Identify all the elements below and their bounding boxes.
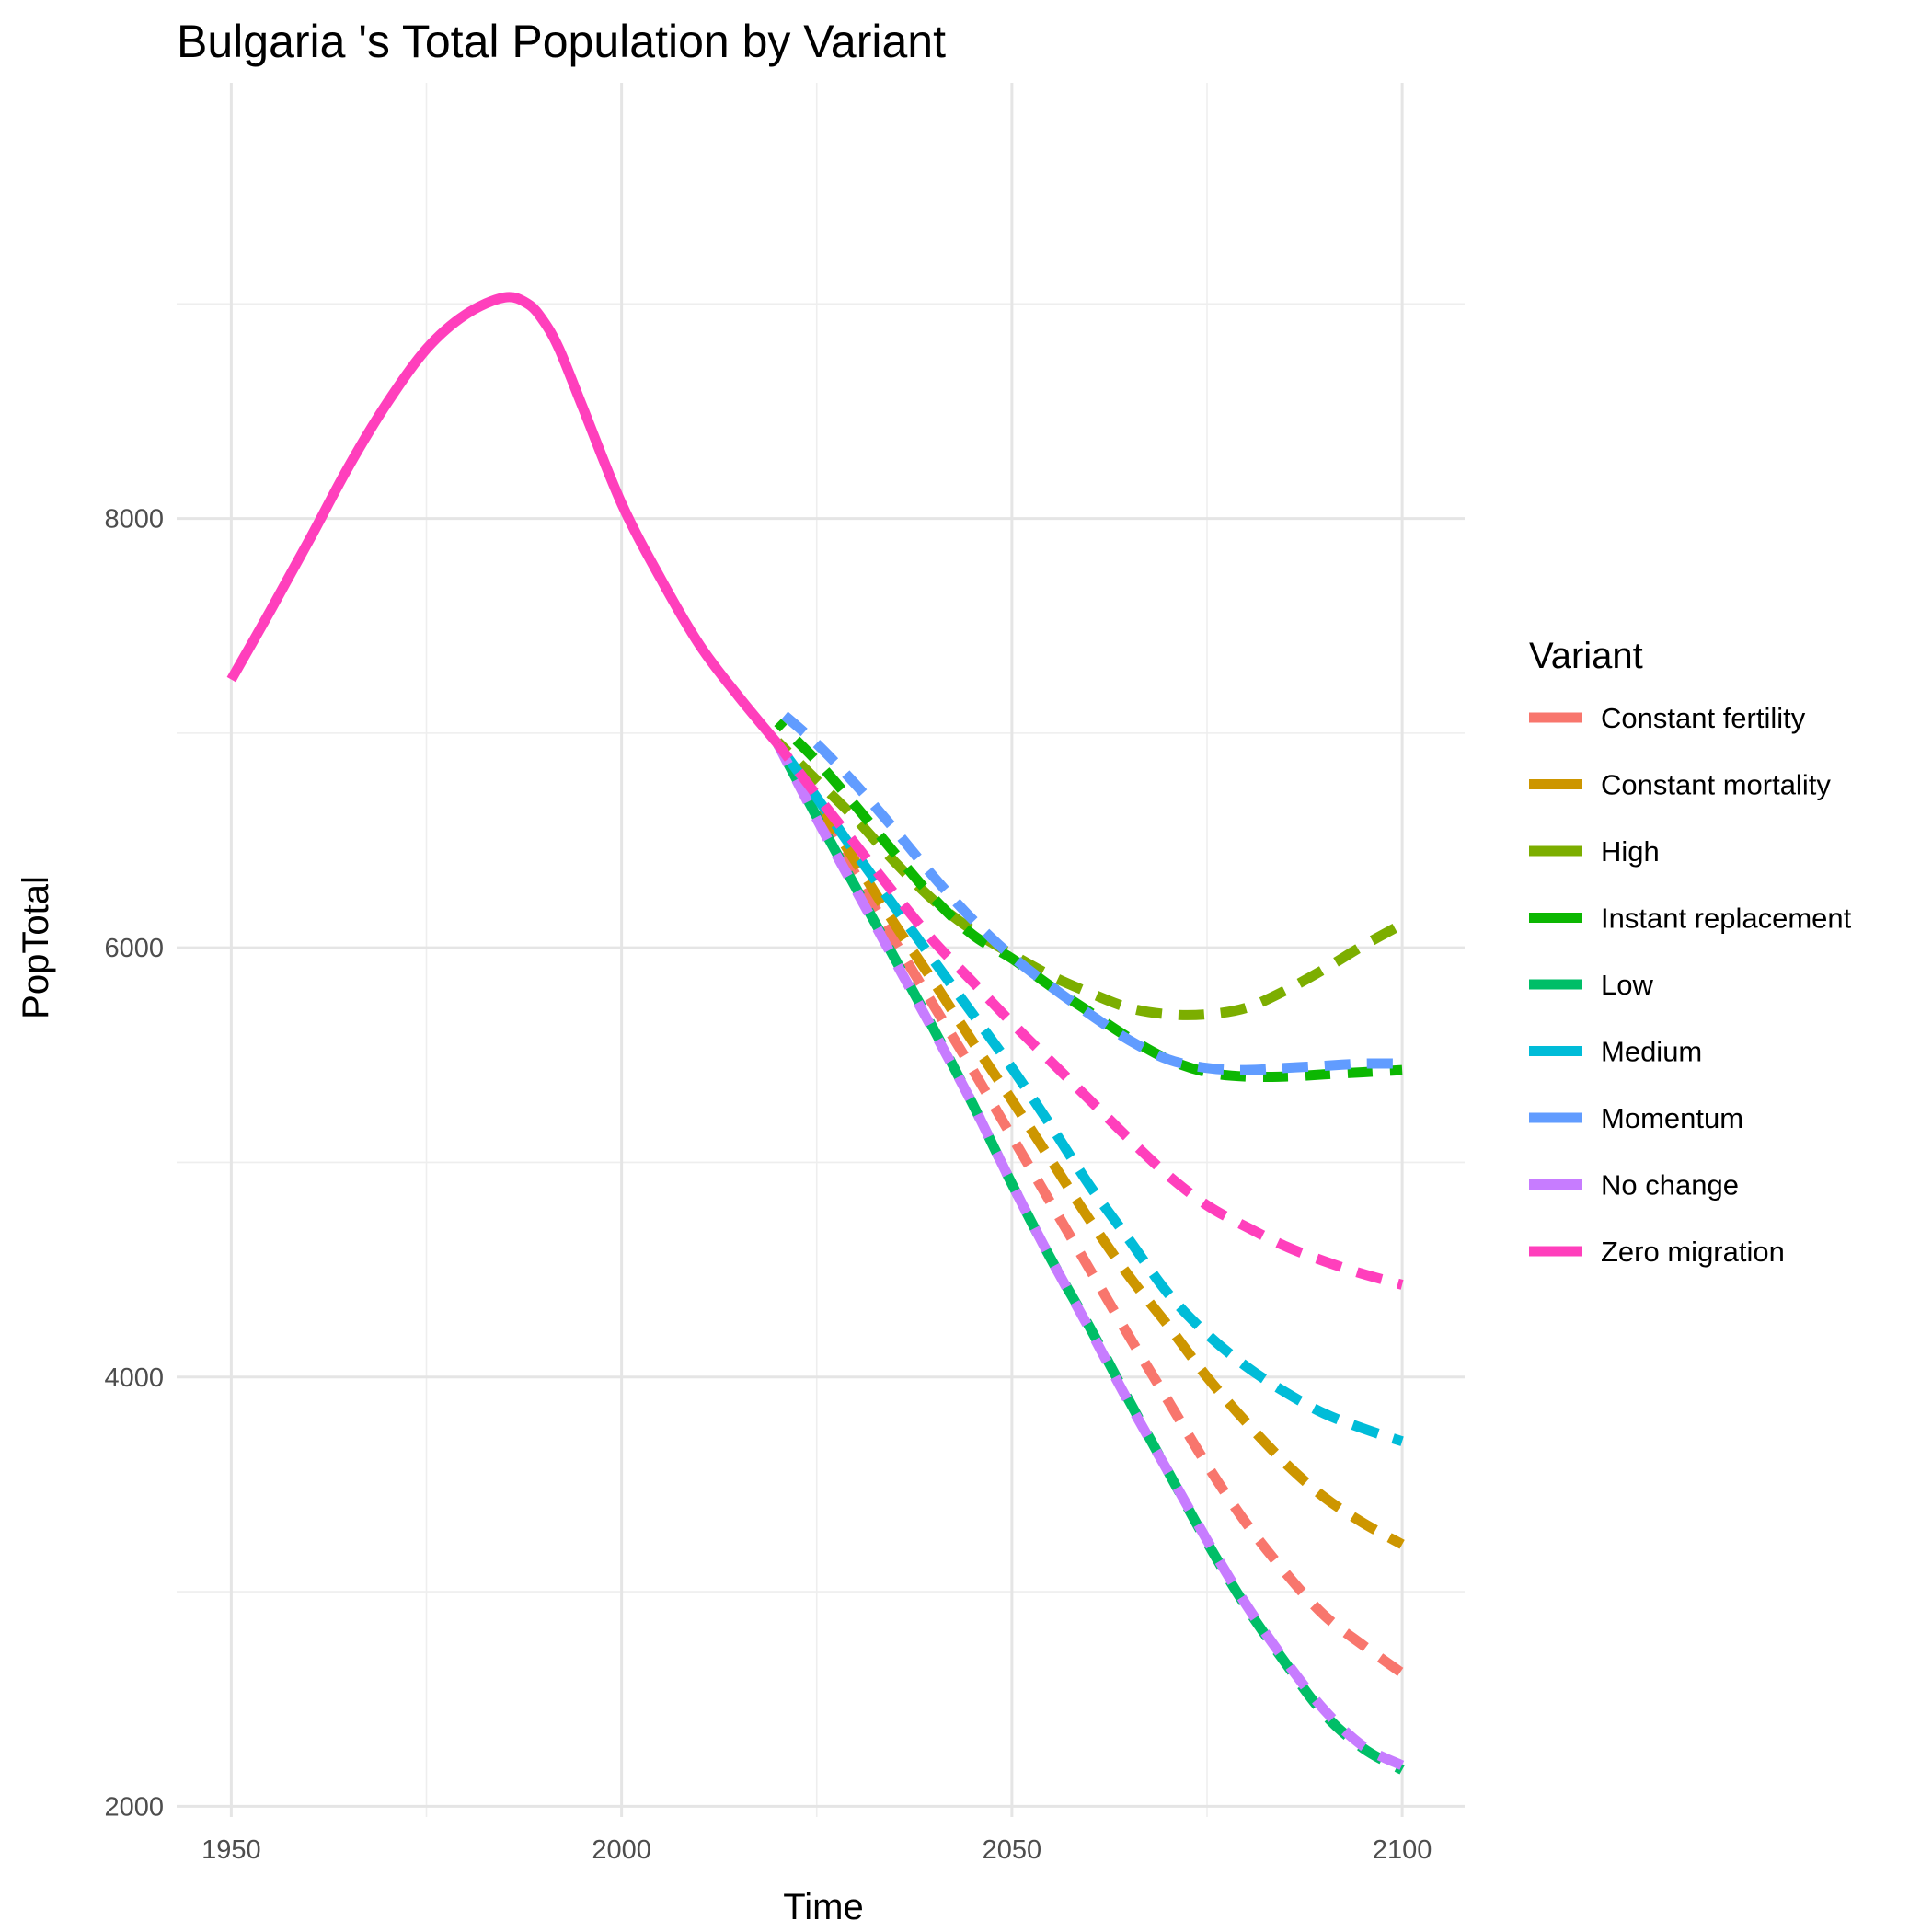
legend-title: Variant (1529, 636, 1643, 676)
legend-label-instant-replacement: Instant replacement (1601, 903, 1852, 935)
y-axis-title: PopTotal (16, 876, 56, 1019)
legend-label-momentum: Momentum (1601, 1102, 1743, 1134)
series-line-zero-migration (773, 741, 1404, 1290)
x-axis-title: Time (783, 1887, 863, 1927)
series-line-momentum (774, 706, 1403, 1075)
chart-title: Bulgaria 's Total Population by Variant (177, 16, 946, 67)
legend-label-zero-migration: Zero migration (1601, 1236, 1785, 1268)
legend-label-constant-fertility: Constant fertility (1601, 702, 1806, 734)
x-tick-label: 2050 (983, 1835, 1042, 1865)
series-line-no-change (773, 741, 1405, 1770)
y-axis-tick-labels: 2000 4000 6000 8000 (104, 505, 164, 1823)
x-tick-label: 2000 (592, 1835, 651, 1865)
y-tick-label: 2000 (104, 1792, 164, 1822)
legend: Variant Constant fertility Constant morta… (1529, 636, 1852, 1268)
series-line-constant-mortality (773, 741, 1405, 1549)
series-line-medium (773, 741, 1404, 1446)
series-line-history (226, 292, 782, 747)
major-gridlines (177, 83, 1465, 1817)
legend-label-high: High (1601, 835, 1660, 868)
legend-label-constant-mortality: Constant mortality (1601, 769, 1831, 801)
series-lines (226, 292, 1406, 1775)
legend-label-low: Low (1601, 969, 1653, 1001)
x-tick-label: 1950 (201, 1835, 261, 1865)
y-tick-label: 4000 (104, 1363, 164, 1393)
minor-gridlines (177, 83, 1465, 1817)
x-tick-label: 2100 (1373, 1835, 1432, 1865)
y-tick-label: 6000 (104, 934, 164, 963)
legend-label-medium: Medium (1601, 1036, 1702, 1068)
legend-label-no-change: No change (1601, 1169, 1739, 1202)
y-tick-label: 8000 (104, 505, 164, 535)
x-axis-tick-labels: 1950 2000 2050 2100 (201, 1835, 1432, 1865)
